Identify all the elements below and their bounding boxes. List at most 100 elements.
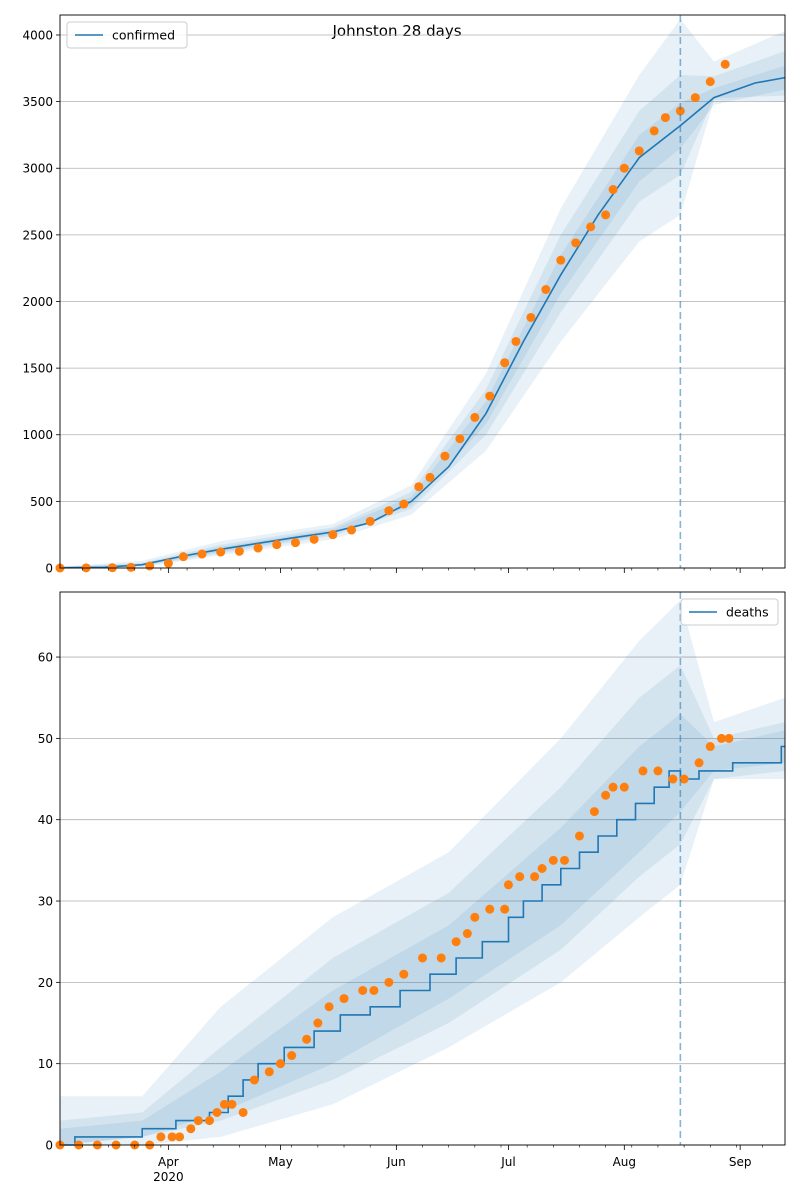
observed-point xyxy=(253,543,263,553)
legend-box xyxy=(66,21,188,49)
observed-point xyxy=(399,499,409,509)
observed-point xyxy=(556,255,566,265)
x-tick-label: Jun xyxy=(386,1155,406,1169)
observed-point xyxy=(234,546,244,556)
y-tick-label: 30 xyxy=(38,895,53,909)
observed-point xyxy=(608,782,618,792)
observed-point xyxy=(548,855,558,865)
x-tick-label: Apr xyxy=(158,1155,179,1169)
uncertainty-band xyxy=(60,65,785,568)
observed-point xyxy=(418,953,427,963)
observed-point xyxy=(178,552,188,562)
observed-point xyxy=(126,562,136,572)
observed-point xyxy=(436,953,446,963)
observed-point xyxy=(608,185,618,195)
y-tick-label: 4000 xyxy=(22,28,53,42)
observed-point xyxy=(705,77,715,87)
observed-point xyxy=(511,336,521,346)
y-tick-label: 60 xyxy=(38,651,53,665)
y-tick-label: 2000 xyxy=(22,295,53,309)
observed-point xyxy=(384,506,394,516)
observed-point xyxy=(526,312,536,322)
observed-point xyxy=(634,146,644,156)
observed-point xyxy=(503,880,513,890)
observed-point xyxy=(589,807,599,817)
observed-point xyxy=(668,774,678,784)
observed-point xyxy=(275,1059,285,1069)
observed-point xyxy=(690,93,700,103)
observed-point xyxy=(653,766,663,776)
observed-point xyxy=(313,1018,323,1028)
y-tick-label: 40 xyxy=(38,813,53,827)
x-tick-label: Jul xyxy=(500,1155,515,1169)
observed-point xyxy=(601,790,611,800)
observed-point xyxy=(414,482,424,492)
observed-point xyxy=(302,1034,312,1044)
observed-point xyxy=(619,163,629,173)
model-line xyxy=(59,76,786,569)
observed-point xyxy=(384,977,394,987)
observed-point xyxy=(601,210,611,220)
observed-point xyxy=(290,538,300,548)
y-tick-label: 50 xyxy=(38,732,53,746)
confirmed-panel: 0 500 1000 1500 2000 2500 3000 3500 4000 confirme… xyxy=(22,14,786,576)
observed-point xyxy=(197,549,207,559)
observed-point xyxy=(724,733,734,743)
observed-point xyxy=(193,1116,203,1126)
y-tick-label: 3000 xyxy=(22,162,53,176)
observed-point xyxy=(369,985,379,995)
observed-point xyxy=(705,742,715,752)
uncertainty-band xyxy=(60,51,785,568)
observed-point xyxy=(227,1099,237,1109)
observed-point xyxy=(470,912,480,922)
observed-point xyxy=(328,530,338,540)
observed-point xyxy=(358,985,368,995)
legend-label: deaths xyxy=(726,605,769,620)
uncertainty-band xyxy=(60,714,785,1145)
observed-point xyxy=(574,831,584,841)
observed-point xyxy=(694,758,704,768)
observed-point xyxy=(175,1132,185,1142)
x-year-label: 2020 xyxy=(153,1170,184,1184)
observed-point xyxy=(571,238,581,248)
observed-point xyxy=(212,1107,222,1117)
observed-point xyxy=(560,855,570,865)
observed-point xyxy=(399,969,409,979)
observed-point xyxy=(440,451,450,461)
y-tick-label: 1000 xyxy=(22,428,53,442)
observed-point xyxy=(619,782,629,792)
y-tick-label: 500 xyxy=(30,495,53,509)
legend-label: confirmed xyxy=(112,28,175,43)
observed-point xyxy=(249,1075,259,1085)
y-tick-label: 20 xyxy=(38,976,53,990)
observed-point xyxy=(541,285,551,295)
observed-point xyxy=(264,1067,274,1077)
uncertainty-band xyxy=(60,600,785,1145)
legend-box xyxy=(680,598,779,626)
observed-point xyxy=(500,358,510,368)
observed-point xyxy=(186,1124,196,1134)
observed-point xyxy=(485,904,495,914)
observed-point xyxy=(470,412,480,422)
y-tick-label: 2500 xyxy=(22,228,53,242)
x-tick-label: May xyxy=(268,1155,293,1169)
observed-point xyxy=(485,391,495,401)
observed-point xyxy=(238,1107,248,1117)
y-tick-label: 0 xyxy=(45,562,53,576)
observed-point xyxy=(660,113,670,123)
observed-point xyxy=(272,540,282,550)
uncertainty-band xyxy=(60,19,785,568)
observed-point xyxy=(425,472,435,482)
observed-point xyxy=(462,929,472,939)
figure-title: Johnston 28 days xyxy=(331,22,461,40)
observed-point xyxy=(204,1116,214,1126)
observed-point xyxy=(167,1132,177,1142)
y-tick-label: 10 xyxy=(38,1057,53,1071)
observed-point xyxy=(365,516,375,526)
observed-point xyxy=(339,994,349,1004)
observed-point xyxy=(720,59,730,69)
y-tick-label: 0 xyxy=(45,1139,53,1153)
observed-point xyxy=(324,1002,334,1012)
